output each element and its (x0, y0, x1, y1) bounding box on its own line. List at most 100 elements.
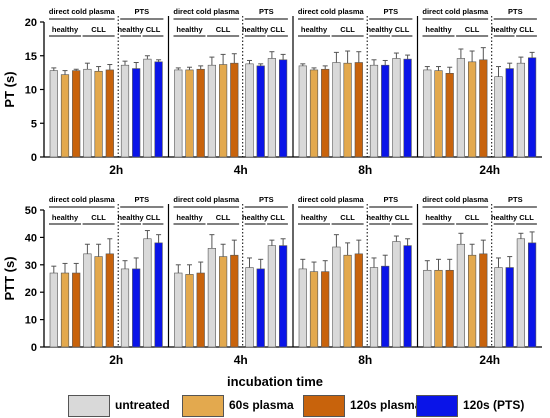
legend-swatch-60s (182, 395, 224, 417)
bar (423, 269, 432, 348)
bracket-label-pts: PTS (508, 195, 523, 204)
bracket-label-healthy: healthy (52, 25, 79, 34)
bar (196, 272, 205, 348)
bar (245, 63, 254, 158)
bar (354, 253, 363, 348)
x-tick-label: 24h (479, 163, 500, 177)
bracket-label-healthy: healthy (301, 25, 328, 34)
bar (60, 272, 70, 348)
bracket-label-healthy: healthy (491, 25, 518, 34)
y-tick-label-1: 0 (31, 342, 37, 354)
bar (174, 272, 183, 348)
bar (403, 245, 412, 348)
legend-swatch-untreated (68, 395, 110, 417)
bracket-label-healthy: healthy (176, 25, 203, 34)
bar (207, 64, 217, 158)
bar (83, 253, 92, 348)
bar (185, 274, 194, 348)
bracket-label-cll: CLL (146, 213, 161, 222)
bar (527, 57, 537, 158)
bracket-label-cll: CLL (216, 213, 231, 222)
x-tick-label: 8h (358, 163, 372, 177)
bar (403, 58, 412, 158)
y-tick-label-0: 10 (25, 85, 37, 97)
y-axis-label-0: PT (s) (2, 71, 17, 107)
y-tick-label-0: 5 (31, 118, 37, 130)
bar (354, 62, 363, 158)
bar (105, 253, 114, 348)
bracket-label-direct: direct cold plasma (298, 195, 365, 204)
bar (309, 69, 319, 158)
bar (49, 272, 58, 348)
legend-label-120s: 120s plasma (350, 398, 422, 412)
bracket-label-direct: direct cold plasma (173, 7, 240, 16)
bracket-label-direct: direct cold plasma (422, 7, 489, 16)
bar (505, 267, 514, 348)
y-tick-label-0: 15 (25, 51, 37, 63)
bracket-label-healthy: healthy (176, 213, 203, 222)
bar (434, 70, 443, 158)
bar (381, 265, 390, 348)
bracket-label-healthy: healthy (242, 213, 269, 222)
bracket-label-healthy: healthy (117, 25, 144, 34)
bar (456, 58, 466, 158)
bracket-label-cll: CLL (91, 25, 106, 34)
bar (343, 62, 352, 158)
bracket-label-pts: PTS (259, 7, 274, 16)
bar (298, 65, 307, 158)
bracket-label-healthy: healthy (425, 213, 452, 222)
bracket-label-direct: direct cold plasma (422, 195, 489, 204)
x-tick-label: 2h (109, 163, 123, 177)
legend-swatch-120s (303, 395, 345, 417)
y-axis-label-1: PTT (s) (2, 256, 17, 300)
y-tick-label-1: 40 (25, 232, 37, 244)
bar (278, 59, 288, 158)
bar (267, 58, 277, 158)
bar (434, 269, 443, 348)
y-tick-label-1: 10 (25, 315, 37, 327)
bar (120, 64, 130, 158)
bracket-label-cll: CLL (270, 25, 285, 34)
bar (72, 70, 81, 158)
bar (456, 243, 466, 348)
bar (392, 241, 401, 348)
bracket-label-healthy: healthy (117, 213, 144, 222)
bracket-label-cll: CLL (395, 213, 410, 222)
bracket-label-cll: CLL (216, 25, 231, 34)
bracket-label-direct: direct cold plasma (298, 7, 365, 16)
bar (154, 242, 163, 348)
bar (298, 268, 307, 348)
x-tick-label: 2h (109, 353, 123, 367)
bracket-label-healthy: healthy (52, 213, 79, 222)
bar (445, 73, 454, 158)
bar (230, 254, 239, 348)
bracket-label-cll: CLL (519, 25, 534, 34)
bar (467, 254, 477, 348)
bar (332, 246, 341, 348)
bar (321, 271, 330, 348)
bracket-label-cll: CLL (519, 213, 534, 222)
bracket-label-pts: PTS (259, 195, 274, 204)
bracket-label-healthy: healthy (491, 213, 518, 222)
bar (219, 64, 228, 158)
legend-label-pts: 120s (PTS) (463, 398, 525, 412)
bar (479, 59, 488, 158)
bar (230, 62, 239, 158)
bar (94, 70, 103, 158)
bar (256, 65, 265, 158)
bar (332, 62, 341, 158)
bar (516, 62, 525, 158)
bracket-label-direct: direct cold plasma (49, 195, 116, 204)
bar (207, 248, 217, 348)
bracket-label-direct: direct cold plasma (49, 7, 116, 16)
bar (245, 267, 254, 348)
x-axis-title: incubation time (226, 374, 324, 389)
bracket-label-cll: CLL (270, 213, 285, 222)
bar (467, 61, 477, 158)
bar (369, 267, 379, 348)
bar (143, 238, 152, 348)
bar (132, 68, 141, 158)
bar (527, 242, 537, 348)
bracket-label-healthy: healthy (301, 213, 328, 222)
bar (309, 271, 319, 348)
